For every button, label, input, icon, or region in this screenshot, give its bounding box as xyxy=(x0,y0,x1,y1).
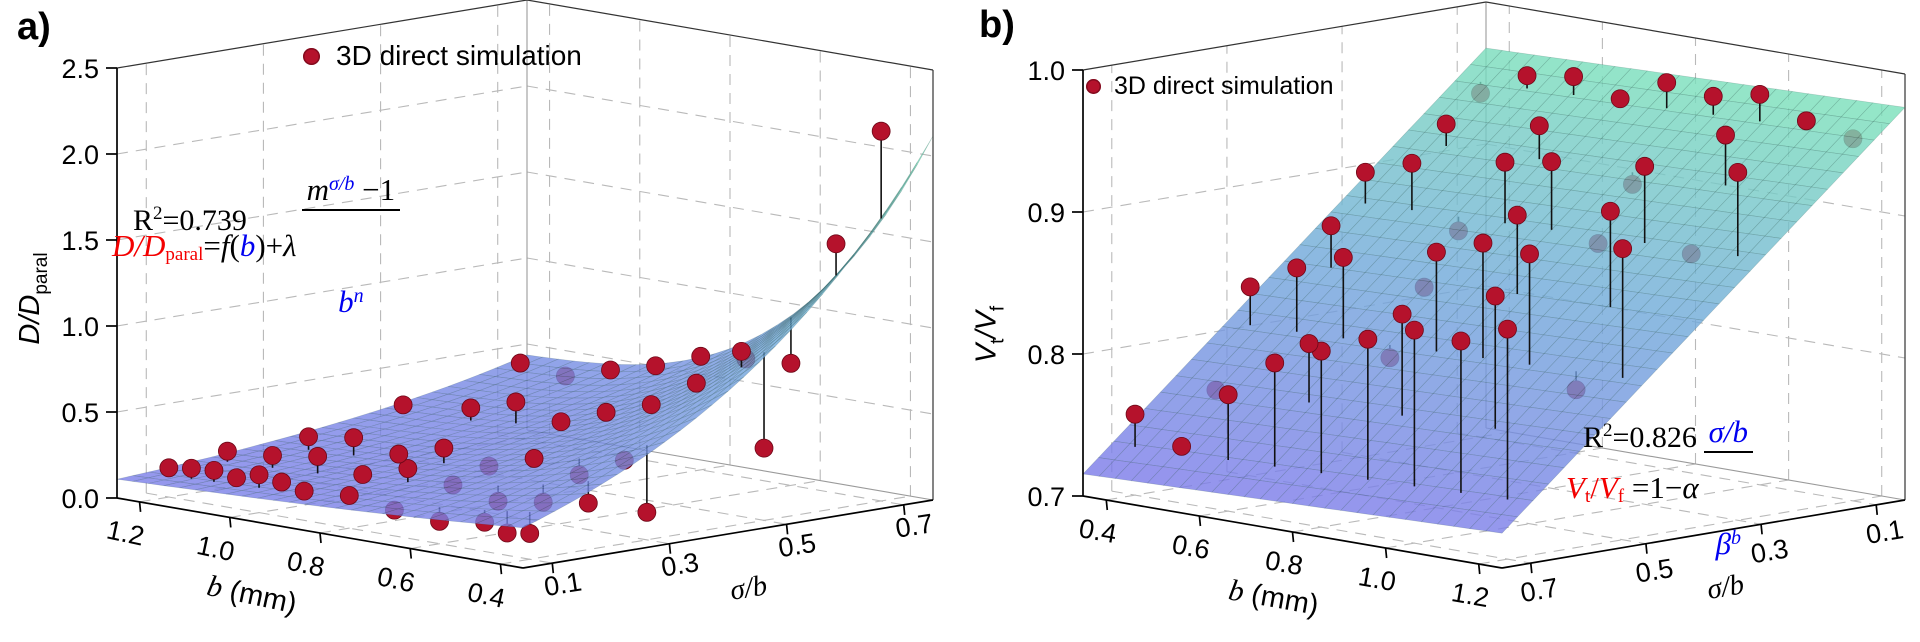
scatter-above-surface-panel-b xyxy=(1125,66,1816,500)
eq-a-num-sup: σ/b xyxy=(328,173,355,195)
svg-text:1.0: 1.0 xyxy=(1027,56,1065,86)
svg-text:1.5: 1.5 xyxy=(61,226,99,256)
r-squared-a: R2=0.739 xyxy=(133,203,247,237)
z-title-b-sub2: f xyxy=(987,305,1009,312)
svg-text:0.7: 0.7 xyxy=(893,508,935,544)
svg-text:0.0: 0.0 xyxy=(61,484,99,514)
eq-a-den-b: b xyxy=(338,284,354,319)
eq-b-num: σ/b xyxy=(1708,414,1749,449)
legend-a: 3D direct simulation xyxy=(303,40,582,72)
eq-b-v1: V xyxy=(1566,470,1585,505)
svg-text:0.6: 0.6 xyxy=(1170,529,1212,565)
svg-text:0.7: 0.7 xyxy=(1518,572,1560,608)
svg-text:0.7: 0.7 xyxy=(1027,482,1065,512)
z-axis-title-a: D/Dparal xyxy=(14,191,52,406)
panel-b-letter: b) xyxy=(979,4,1015,46)
panel-a-letter: a) xyxy=(17,6,51,48)
eq-b-den-sup: b xyxy=(1731,527,1742,549)
eq-b-v2: V xyxy=(1598,470,1618,505)
eq-b-v2-sub: f xyxy=(1617,486,1625,507)
svg-text:1.0: 1.0 xyxy=(61,312,99,342)
eq-b-slash: / xyxy=(1590,470,1599,505)
legend-b-label: 3D direct simulation xyxy=(1114,72,1334,100)
z-axis-title-b: Vt/Vf xyxy=(970,255,1009,415)
eq-b-fraction: σ/b βb xyxy=(1703,342,1754,634)
svg-text:0.1: 0.1 xyxy=(1864,514,1906,550)
svg-text:2.5: 2.5 xyxy=(61,54,99,84)
svg-text:1.0: 1.0 xyxy=(194,530,237,567)
z-title-b-sub: t xyxy=(987,338,1009,344)
z-title-b-main: V xyxy=(970,343,1003,364)
z-title-a-main: D/D xyxy=(14,294,46,345)
svg-text:1.2: 1.2 xyxy=(1449,577,1491,613)
svg-text:1.2: 1.2 xyxy=(104,515,147,552)
svg-text:0.1: 0.1 xyxy=(542,567,584,603)
eq-a-num-m: m xyxy=(306,172,329,207)
svg-text:0.3: 0.3 xyxy=(659,547,701,583)
svg-text:0.4: 0.4 xyxy=(1077,513,1119,549)
z-title-b-main2: /V xyxy=(970,311,1003,339)
legend-a-marker-icon xyxy=(303,47,320,65)
eq-a-b: b xyxy=(239,228,256,263)
eq-a-equals: = xyxy=(203,228,221,263)
eq-a-den-sup: n xyxy=(353,285,364,307)
legend-b-marker-icon xyxy=(1086,79,1101,94)
svg-text:0.9: 0.9 xyxy=(1027,198,1065,228)
y-axis-title-a: σ/b xyxy=(728,569,769,606)
eq-b-mid: =1− xyxy=(1624,470,1683,505)
legend-b: 3D direct simulation xyxy=(1086,72,1334,101)
svg-text:1.0: 1.0 xyxy=(1356,561,1398,597)
svg-text:0.3: 0.3 xyxy=(1749,534,1791,570)
eq-a-lambda: λ xyxy=(283,228,297,263)
eq-a-paren2: )+ xyxy=(255,228,284,263)
axes-panel-a xyxy=(106,67,934,575)
svg-text:0.5: 0.5 xyxy=(61,398,99,428)
svg-text:0.6: 0.6 xyxy=(375,561,418,598)
eq-b-v1-sub: t xyxy=(1584,486,1591,507)
eq-b-alpha: α xyxy=(1682,470,1699,505)
x-axis-title-b: b (mm) xyxy=(1226,574,1321,622)
axis-labels-panel-b: 0.7 0.8 0.9 1.0 0.4 0.6 0.8 1.0 1.2 0.7 0.5 0.3 0.1 b… xyxy=(1027,56,1905,622)
axis-labels-panel-a: 0.0 0.5 1.0 1.5 2.0 2.5 1.2 1.0 0.8 0.6 0.4 0.1 0.3 0… xyxy=(61,54,935,620)
z-title-a-sub: paral xyxy=(31,252,52,295)
eq-a-fraction: mσ/b −1 bn xyxy=(301,100,401,392)
eq-a-num-tail: −1 xyxy=(354,172,396,207)
svg-text:0.4: 0.4 xyxy=(465,577,508,614)
legend-a-label: 3D direct simulation xyxy=(336,40,582,71)
svg-text:2.0: 2.0 xyxy=(61,140,99,170)
eq-b-den: β xyxy=(1715,526,1732,561)
eq-a-f: f xyxy=(220,228,230,263)
equation-a: D/D paral = f(b)+ λ mσ/b −1 bn xyxy=(112,100,401,392)
r-squared-b: R2=0.826 xyxy=(1583,420,1697,454)
grid-panel-a xyxy=(116,3,934,565)
eq-a-lhs-sub: paral xyxy=(165,244,204,265)
svg-text:0.5: 0.5 xyxy=(1633,553,1675,589)
svg-text:0.8: 0.8 xyxy=(284,546,327,583)
scatter-above-surface-panel-a xyxy=(159,121,891,505)
eq-a-paren1: ( xyxy=(229,228,240,263)
svg-text:0.5: 0.5 xyxy=(776,528,818,564)
x-axis-title-a: b (mm) xyxy=(204,569,300,620)
axes-panel-b xyxy=(1072,69,1906,575)
fit-surface-panel-a xyxy=(116,135,934,529)
svg-text:0.8: 0.8 xyxy=(1263,545,1305,581)
eq-a-lhs: D/D xyxy=(112,228,166,263)
y-axis-title-b: σ/b xyxy=(1705,568,1747,606)
svg-text:0.8: 0.8 xyxy=(1027,340,1065,370)
